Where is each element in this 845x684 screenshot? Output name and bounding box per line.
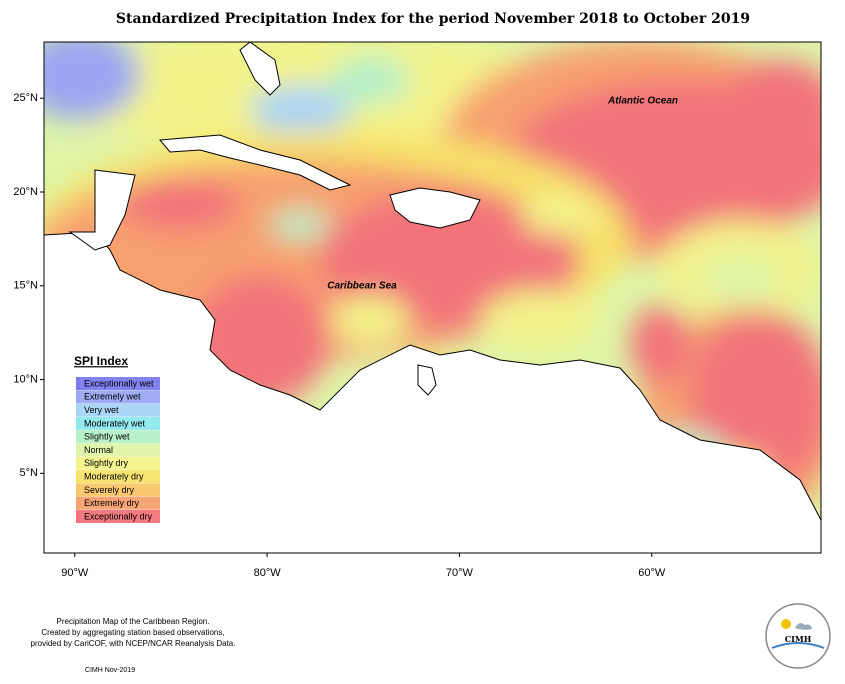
legend-swatch xyxy=(80,496,160,510)
legend-title: SPI Index xyxy=(74,354,128,368)
legend-label: Exceptionally wet xyxy=(84,378,154,388)
lon-tick-label: 80°W xyxy=(254,567,282,579)
legend-label: Extremely dry xyxy=(84,498,140,508)
legend-swatch xyxy=(80,443,160,457)
lat-tick-label: 25°N xyxy=(13,92,38,104)
legend-label: Slightly wet xyxy=(84,432,130,442)
lon-tick-label: 70°W xyxy=(446,567,474,579)
legend-swatch xyxy=(76,416,80,430)
legend-label: Severely dry xyxy=(84,485,135,495)
legend-swatch xyxy=(76,456,80,470)
footer: Precipitation Map of the Caribbean Regio… xyxy=(31,617,236,674)
legend-swatch xyxy=(80,416,160,430)
logo: CIMH xyxy=(765,603,831,669)
footer-credit: CIMH Nov-2019 xyxy=(85,667,135,674)
spi-field: Atlantic Ocean Caribbean Sea xyxy=(44,42,821,553)
legend-swatch xyxy=(80,483,160,497)
legend-swatch xyxy=(76,430,80,444)
legend-swatch xyxy=(76,390,80,404)
legend-swatch xyxy=(80,470,160,484)
title: Standardized Precipitation Index for the… xyxy=(116,11,750,27)
legend: SPI Index Exceptionally wet Extremely wet… xyxy=(74,354,160,523)
map-frame xyxy=(43,41,822,554)
lat-tick-label: 20°N xyxy=(13,186,38,198)
legend-swatch xyxy=(76,403,80,417)
legend-label: Very wet xyxy=(84,405,119,415)
lat-tick-label: 5°N xyxy=(20,467,39,479)
lon-tick-label: 90°W xyxy=(61,567,89,579)
legend-swatch xyxy=(80,430,160,444)
legend-label: Moderately dry xyxy=(84,471,144,481)
legend-swatch xyxy=(80,510,160,523)
legend-swatch xyxy=(76,470,80,484)
legend-swatch xyxy=(76,377,80,390)
footer-line: provided by CariCOF, with NCEP/NCAR Rean… xyxy=(31,639,236,648)
sea-label: Caribbean Sea xyxy=(327,281,397,292)
legend-label: Exceptionally dry xyxy=(84,511,153,521)
legend-swatch xyxy=(76,483,80,497)
legend-swatch xyxy=(76,496,80,510)
legend-swatch xyxy=(80,377,160,390)
legend-swatch xyxy=(76,443,80,457)
legend-label: Slightly dry xyxy=(84,458,129,468)
footer-line: Precipitation Map of the Caribbean Regio… xyxy=(57,617,210,626)
ocean-label: Atlantic Ocean xyxy=(607,96,678,107)
legend-swatch xyxy=(76,510,80,523)
footer-line: Created by aggregating station based obs… xyxy=(41,628,224,637)
legend-swatch xyxy=(80,390,160,404)
lat-tick-label: 15°N xyxy=(13,280,38,292)
axes: 25°N 20°N 15°N 10°N 5°N 90°W 80°W 70°W 60°W xyxy=(13,92,665,579)
lon-tick-label: 60°W xyxy=(638,567,666,579)
legend-label: Moderately wet xyxy=(84,418,146,428)
legend-swatch xyxy=(80,403,160,417)
legend-label: Extremely wet xyxy=(84,392,141,402)
land xyxy=(44,42,821,553)
legend-label: Normal xyxy=(84,445,113,455)
logo-text: CIMH xyxy=(785,634,812,644)
legend-swatch xyxy=(80,456,160,470)
lat-tick-label: 10°N xyxy=(13,373,38,385)
